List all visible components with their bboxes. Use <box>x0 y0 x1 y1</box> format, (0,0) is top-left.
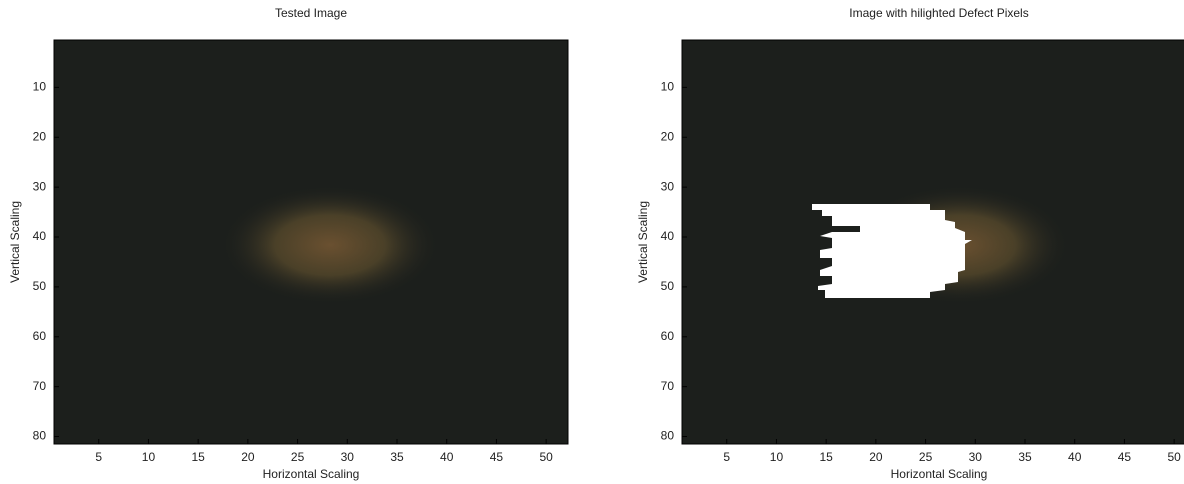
y-tick-label: 30 <box>33 179 47 193</box>
y-tick-label: 50 <box>33 279 47 293</box>
x-tick-label: 35 <box>390 450 404 464</box>
y-tick-label: 60 <box>661 329 675 343</box>
x-tick-label: 40 <box>1068 450 1082 464</box>
x-tick-label: 20 <box>869 450 883 464</box>
x-tick-label: 25 <box>291 450 305 464</box>
y-tick-label: 20 <box>33 129 47 143</box>
image-glow <box>220 185 440 305</box>
axes-box <box>681 39 1184 445</box>
x-tick-label: 20 <box>241 450 255 464</box>
x-tick-label: 15 <box>191 450 205 464</box>
x-axis-label: Horizontal Scaling <box>263 467 360 481</box>
y-axis-label: Vertical Scaling <box>8 201 22 283</box>
x-tick-label: 5 <box>95 450 102 464</box>
x-tick-label: 30 <box>341 450 355 464</box>
x-tick-label: 50 <box>1167 450 1181 464</box>
x-tick-label: 50 <box>539 450 553 464</box>
y-tick-label: 70 <box>661 379 675 393</box>
y-tick-label: 60 <box>33 329 47 343</box>
x-tick-label: 5 <box>723 450 730 464</box>
x-tick-label: 25 <box>919 450 933 464</box>
y-tick-label: 80 <box>661 429 675 443</box>
defect-highlight <box>812 204 972 298</box>
y-tick-label: 30 <box>661 179 675 193</box>
axes-title: Tested Image <box>275 6 347 20</box>
axes-title: Image with hilighted Defect Pixels <box>849 6 1028 20</box>
y-tick-label: 10 <box>661 80 675 94</box>
y-tick-label: 80 <box>33 429 47 443</box>
x-tick-label: 45 <box>490 450 504 464</box>
y-tick-label: 70 <box>33 379 47 393</box>
x-axis-label: Horizontal Scaling <box>891 467 988 481</box>
y-tick-label: 20 <box>661 129 675 143</box>
y-tick-label: 40 <box>661 229 675 243</box>
y-tick-label: 40 <box>33 229 47 243</box>
x-tick-label: 35 <box>1018 450 1032 464</box>
axes-box <box>53 39 569 445</box>
y-axis-label: Vertical Scaling <box>636 201 650 283</box>
x-tick-label: 10 <box>770 450 784 464</box>
y-tick-label: 10 <box>33 80 47 94</box>
x-tick-label: 10 <box>142 450 156 464</box>
x-tick-label: 15 <box>819 450 833 464</box>
x-tick-label: 45 <box>1118 450 1132 464</box>
x-tick-label: 30 <box>969 450 983 464</box>
y-tick-label: 50 <box>661 279 675 293</box>
x-tick-label: 40 <box>440 450 454 464</box>
